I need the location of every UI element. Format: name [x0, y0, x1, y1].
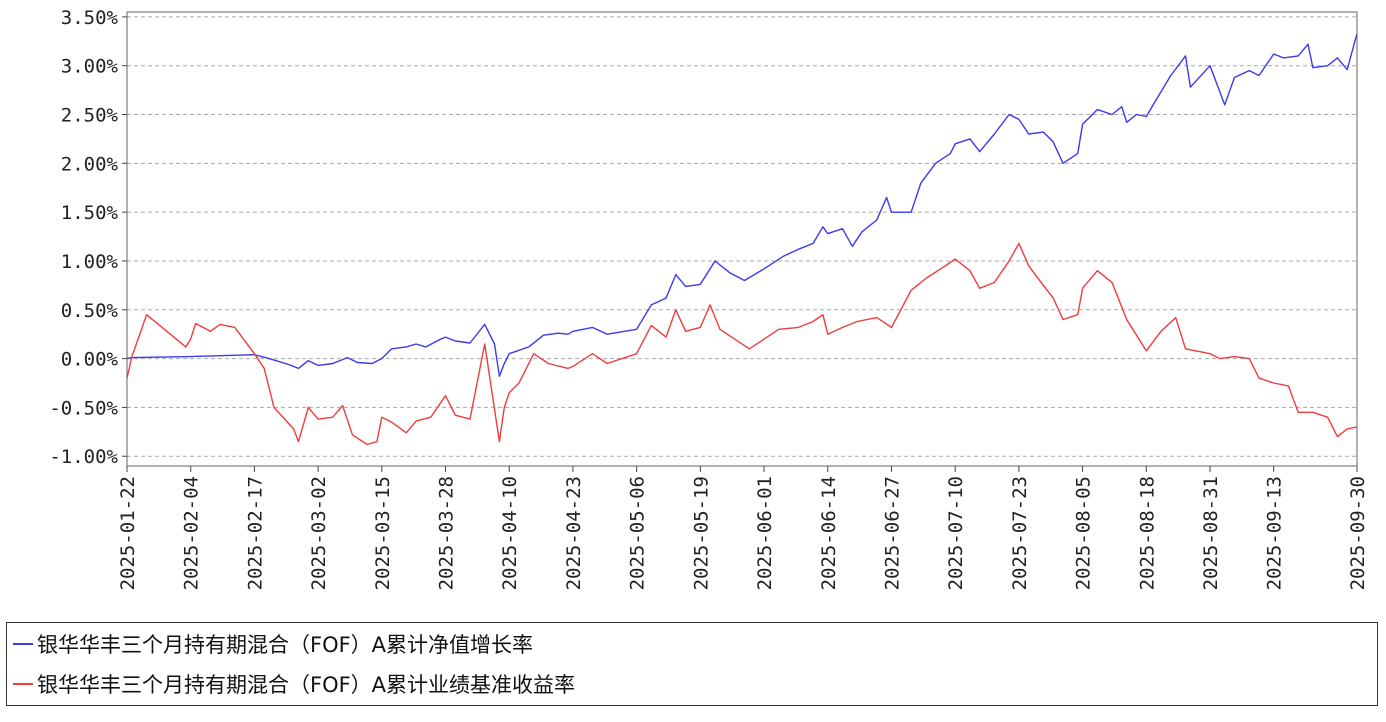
x-tick-label: 2025-06-01 — [754, 476, 776, 590]
x-tick-label: 2025-02-04 — [181, 476, 203, 590]
y-tick-label: 0.00% — [61, 349, 119, 371]
x-tick-label: 2025-03-02 — [308, 476, 330, 590]
x-tick-label: 2025-06-14 — [818, 476, 840, 590]
x-tick-label: 2025-07-23 — [1009, 476, 1031, 590]
legend-swatch-red — [13, 683, 33, 685]
x-tick-label: 2025-05-19 — [690, 476, 712, 590]
y-tick-label: 2.50% — [61, 105, 119, 127]
legend-swatch-blue — [13, 643, 33, 645]
line-chart: 3.50% 3.00% 2.50% 2.00% 1.50% 1.00% 0.50% 0.00%… — [49, 7, 1369, 591]
x-tick-label: 2025-02-17 — [244, 476, 266, 590]
series-line-1 — [126, 242, 1358, 446]
y-tick-label: 1.00% — [61, 251, 119, 273]
x-tick-label: 2025-08-18 — [1136, 476, 1158, 590]
x-tick-label: 2025-04-10 — [499, 476, 521, 590]
plot-area-frame — [126, 11, 1358, 467]
x-tick-label: 2025-04-23 — [563, 476, 585, 590]
x-tick-label: 2025-08-05 — [1073, 476, 1095, 590]
legend: 银华华丰三个月持有期混合（FOF）A累计净值增长率 银华华丰三个月持有期混合（F… — [6, 622, 1378, 706]
series-line-0 — [126, 33, 1358, 377]
x-tick-label: 2025-01-22 — [117, 476, 139, 590]
y-tick-label: 1.50% — [61, 202, 119, 224]
x-tick-label: 2025-09-30 — [1347, 476, 1369, 590]
x-tick-label: 2025-09-13 — [1264, 476, 1286, 590]
y-tick-label: 3.50% — [61, 7, 119, 29]
y-axis-ticks: 3.50% 3.00% 2.50% 2.00% 1.50% 1.00% 0.50% 0.00%… — [49, 7, 127, 468]
legend-item-nav-growth: 银华华丰三个月持有期混合（FOF）A累计净值增长率 — [13, 629, 533, 659]
y-tick-label: 2.00% — [61, 153, 119, 175]
legend-label: 银华华丰三个月持有期混合（FOF）A累计净值增长率 — [37, 633, 534, 657]
x-tick-label: 2025-03-15 — [372, 476, 394, 590]
series-lines — [126, 33, 1358, 446]
grid-lines — [127, 16, 1357, 457]
x-tick-label: 2025-08-31 — [1200, 476, 1222, 590]
x-tick-label: 2025-05-06 — [627, 476, 649, 590]
x-tick-label: 2025-03-28 — [436, 476, 458, 590]
y-tick-label: 3.00% — [61, 56, 119, 78]
x-tick-label: 2025-06-27 — [881, 476, 903, 590]
legend-item-benchmark: 银华华丰三个月持有期混合（FOF）A累计业绩基准收益率 — [13, 669, 575, 699]
x-tick-label: 2025-07-10 — [945, 476, 967, 590]
y-tick-label: -0.50% — [49, 397, 118, 419]
y-tick-label: -1.00% — [49, 446, 118, 468]
y-tick-label: 0.50% — [61, 300, 119, 322]
x-axis-ticks: 2025-01-22 2025-02-04 2025-02-17 2025-03-02… — [117, 466, 1369, 590]
legend-label: 银华华丰三个月持有期混合（FOF）A累计业绩基准收益率 — [37, 673, 576, 697]
